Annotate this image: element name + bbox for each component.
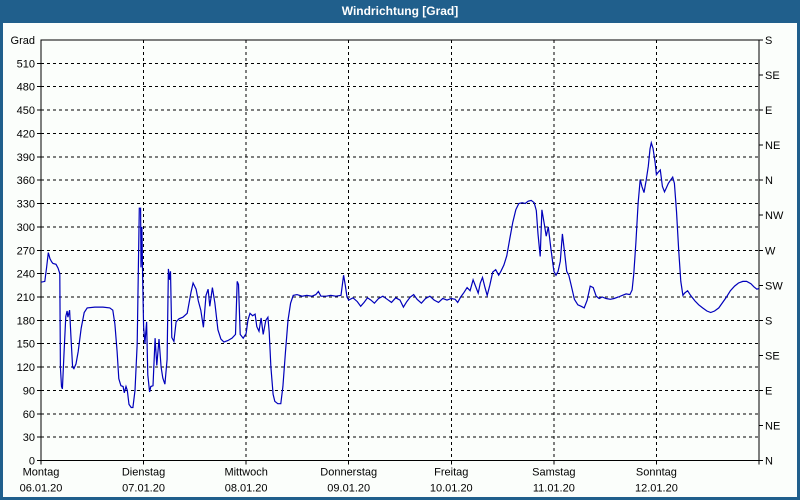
x-axis-date-label: 09.01.20 xyxy=(327,483,370,495)
y-axis-tick-label: 240 xyxy=(17,269,35,281)
x-axis-date-label: 11.01.20 xyxy=(533,483,575,495)
y-axis-unit-label: Grad xyxy=(11,35,35,47)
x-axis-date-label: 07.01.20 xyxy=(122,483,165,495)
y-axis-tick-label: 30 xyxy=(23,432,35,444)
x-axis-day-label: Montag xyxy=(23,467,60,479)
y-axis-tick-label: 390 xyxy=(17,152,35,164)
y2-axis-tick-label: NW xyxy=(765,210,784,222)
y-axis-tick-label: 60 xyxy=(23,409,35,421)
y-axis-tick-label: 90 xyxy=(23,385,35,397)
window-title: Windrichtung [Grad] xyxy=(341,4,459,18)
y-axis-tick-label: 510 xyxy=(17,58,35,70)
y2-axis-tick-label: E xyxy=(765,385,772,397)
y2-axis-tick-label: N xyxy=(765,175,773,187)
chart-client-area xyxy=(3,23,797,497)
y-axis-tick-label: 420 xyxy=(17,128,35,140)
x-axis-date-label: 06.01.20 xyxy=(20,483,63,495)
x-axis-day-label: Freitag xyxy=(434,467,468,479)
y2-axis-tick-label: SW xyxy=(765,280,783,292)
x-axis-date-label: 12.01.20 xyxy=(635,483,678,495)
y-axis-tick-label: 480 xyxy=(17,82,35,94)
y2-axis-tick-label: S xyxy=(765,315,772,327)
y-axis-tick-label: 330 xyxy=(17,199,35,211)
y-axis-tick-label: 180 xyxy=(17,315,35,327)
y2-axis-tick-label: NE xyxy=(765,420,780,432)
x-axis-date-label: 10.01.20 xyxy=(430,483,473,495)
y2-axis-tick-label: W xyxy=(765,245,776,257)
y2-axis-tick-label: N xyxy=(765,456,773,468)
wind-direction-series xyxy=(40,140,760,409)
y2-axis-tick-label: S xyxy=(765,35,772,47)
x-axis-day-label: Mittwoch xyxy=(224,467,267,479)
y-axis-tick-label: 150 xyxy=(17,339,35,351)
y2-axis-tick-label: SE xyxy=(765,70,780,82)
y-axis-tick-label: 120 xyxy=(17,362,35,374)
x-axis-date-label: 08.01.20 xyxy=(225,483,268,495)
y2-axis-tick-label: E xyxy=(765,105,772,117)
x-axis-day-label: Samstag xyxy=(532,467,575,479)
y2-axis-tick-label: NE xyxy=(765,140,780,152)
y-axis-tick-label: 270 xyxy=(17,245,35,257)
y-axis-tick-label: 450 xyxy=(17,105,35,117)
y-axis-tick-label: 300 xyxy=(17,222,35,234)
x-axis-day-label: Dienstag xyxy=(122,467,165,479)
x-axis-day-label: Sonntag xyxy=(636,467,677,479)
y2-axis-tick-label: SE xyxy=(765,350,780,362)
plot-border xyxy=(40,39,760,461)
y-axis-tick-label: 210 xyxy=(17,292,35,304)
x-axis-day-label: Donnerstag xyxy=(320,467,377,479)
y-axis-tick-label: 0 xyxy=(29,456,35,468)
y-axis-tick-label: 360 xyxy=(17,175,35,187)
title-bar: Windrichtung [Grad] xyxy=(0,0,800,23)
